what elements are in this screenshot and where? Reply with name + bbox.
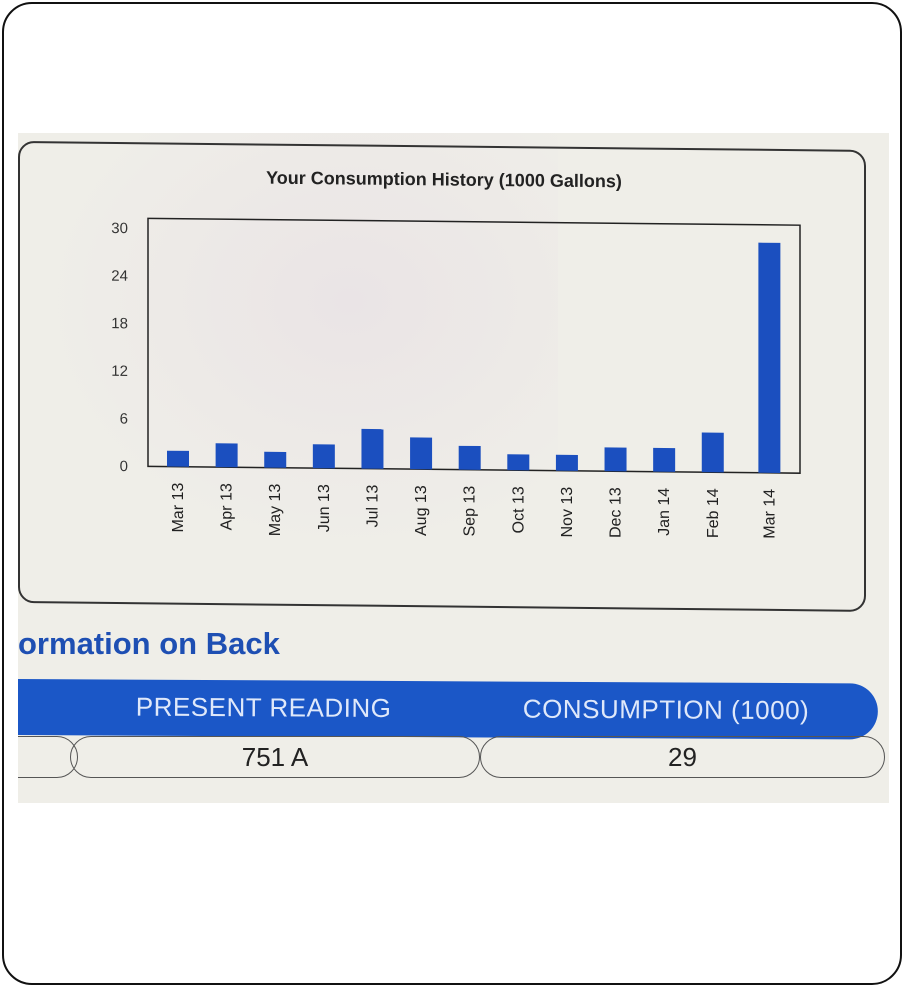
x-tick-label: Dec 13 [608, 487, 625, 538]
x-tick-label: May 13 [267, 484, 284, 537]
bar-sep-13 [458, 445, 481, 470]
chart-card: Your Consumption History (1000 Gallons) … [18, 141, 866, 612]
x-tick-label: Jul 13 [364, 485, 381, 528]
bill-photo: Your Consumption History (1000 Gallons) … [18, 133, 889, 803]
x-tick-label: Sep 13 [462, 486, 479, 537]
bar-may-13 [264, 451, 287, 468]
bar-jul-13 [361, 428, 384, 469]
consumption-header: CONSUMPTION (1000) [522, 693, 810, 726]
y-tick-label: 30 [111, 220, 128, 237]
consumption-chart: 0 6 12 18 24 30 Mar 13 Apr 13 May 13 Jun 13 Jul 13… [111, 217, 801, 539]
y-tick-label: 18 [111, 315, 128, 332]
x-tick-label: Feb 14 [705, 488, 722, 538]
present-reading-header: PRESENT READING [135, 691, 392, 723]
x-tick-label: Mar 13 [170, 482, 187, 532]
bar-apr-13 [215, 443, 238, 468]
bar-jun-13 [312, 444, 335, 469]
y-tick-label: 24 [111, 268, 128, 285]
section-title: ormation on Back [18, 626, 280, 661]
bar-mar-13 [167, 450, 189, 467]
x-tick-label: Jun 13 [316, 484, 333, 532]
y-tick-label: 6 [120, 410, 128, 427]
bar-feb-14 [701, 432, 724, 473]
previous-cell [18, 736, 78, 778]
bar-jan-14 [653, 447, 676, 472]
bar-dec-13 [604, 447, 627, 472]
bar-oct-13 [507, 454, 530, 471]
consumption-value: 29 [480, 736, 885, 778]
x-tick-label: Oct 13 [510, 486, 527, 533]
bar-nov-13 [555, 454, 578, 471]
x-tick-label: Mar 14 [761, 489, 778, 539]
present-reading-value: 751 A [70, 736, 480, 778]
reading-values-row: 751 A 29 [18, 736, 889, 782]
bar-mar-14 [758, 242, 781, 473]
y-tick-label: 12 [111, 363, 128, 380]
bar-aug-13 [410, 437, 433, 470]
x-tick-label: Apr 13 [219, 483, 236, 530]
y-tick-label: 0 [120, 458, 128, 475]
x-tick-label: Jan 14 [656, 488, 673, 536]
x-tick-label: Aug 13 [413, 485, 430, 536]
x-tick-label: Nov 13 [559, 487, 576, 538]
reading-header-bar: PRESENT READING CONSUMPTION (1000) [18, 679, 878, 740]
